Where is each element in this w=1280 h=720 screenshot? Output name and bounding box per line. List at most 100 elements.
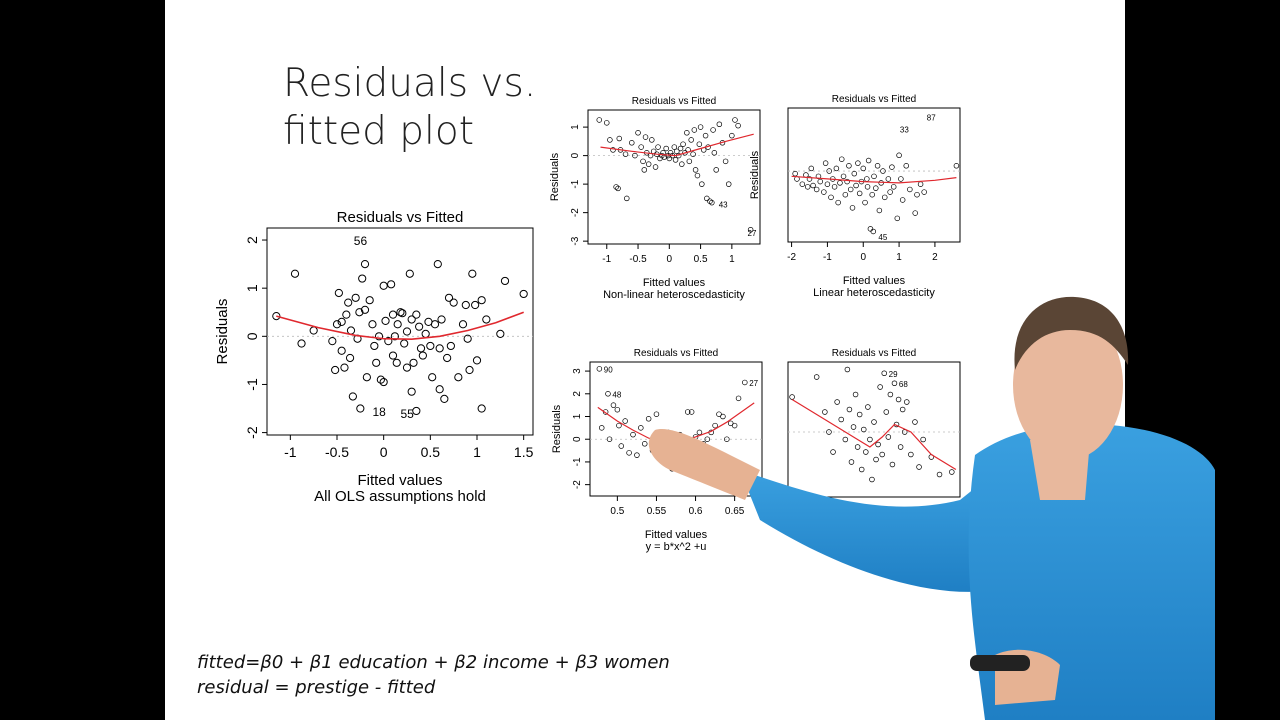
data-point bbox=[846, 163, 852, 169]
data-point bbox=[461, 300, 470, 310]
point-label: 48 bbox=[612, 390, 621, 399]
data-point bbox=[638, 144, 644, 150]
data-point bbox=[702, 132, 709, 139]
data-point bbox=[393, 320, 402, 329]
data-point bbox=[881, 370, 887, 377]
data-point bbox=[615, 185, 621, 192]
y-tick-label: -3 bbox=[570, 236, 581, 245]
x-tick-label: -1 bbox=[823, 252, 832, 263]
smooth-line bbox=[597, 402, 755, 445]
data-point bbox=[699, 181, 705, 187]
data-point bbox=[858, 466, 865, 473]
data-point bbox=[433, 260, 442, 269]
data-point bbox=[804, 184, 811, 190]
chart-subtitle: Linear heteroscedasticity bbox=[813, 287, 935, 299]
data-point bbox=[390, 332, 399, 341]
data-point bbox=[908, 451, 914, 458]
data-point bbox=[672, 157, 679, 163]
data-point bbox=[649, 447, 656, 454]
data-point bbox=[873, 456, 879, 463]
data-point bbox=[409, 358, 418, 367]
data-point bbox=[842, 436, 849, 443]
data-point bbox=[813, 186, 820, 193]
data-point bbox=[449, 298, 458, 307]
data-point bbox=[430, 320, 440, 329]
plot-frame bbox=[787, 361, 961, 498]
data-point bbox=[899, 406, 906, 413]
data-point bbox=[437, 315, 446, 324]
data-point bbox=[642, 134, 649, 140]
data-point bbox=[869, 191, 875, 198]
data-point bbox=[840, 173, 847, 180]
data-point bbox=[613, 184, 619, 190]
data-point bbox=[641, 167, 648, 173]
x-tick-label: 0 bbox=[380, 444, 388, 460]
data-point bbox=[874, 163, 881, 169]
formula-fitted: fitted=β0 + β1 education + β2 income + β… bbox=[197, 652, 670, 673]
data-point bbox=[345, 353, 355, 363]
data-point bbox=[862, 199, 868, 206]
data-point bbox=[634, 452, 640, 458]
data-point bbox=[607, 137, 613, 143]
data-point bbox=[337, 346, 346, 355]
data-point bbox=[331, 365, 340, 375]
data-point bbox=[686, 158, 693, 165]
data-point bbox=[604, 120, 610, 126]
data-point bbox=[640, 158, 646, 165]
smooth-line bbox=[600, 133, 754, 157]
y-tick-label: 1 bbox=[572, 413, 583, 419]
data-point bbox=[863, 449, 869, 455]
data-point bbox=[652, 164, 659, 170]
x-tick-label: -0.5 bbox=[629, 254, 647, 265]
data-point bbox=[831, 184, 838, 190]
data-point bbox=[838, 416, 844, 423]
data-point bbox=[916, 464, 922, 470]
data-point bbox=[626, 450, 632, 456]
y-axis-label: Residuals bbox=[551, 404, 563, 453]
point-label: 29 bbox=[889, 370, 898, 379]
data-point bbox=[824, 181, 831, 187]
slide: Residuals vs. fitted plot fitted=β0 + β1… bbox=[165, 0, 1125, 720]
data-point bbox=[348, 392, 357, 401]
data-point bbox=[379, 377, 388, 387]
data-point bbox=[412, 310, 421, 319]
x-tick-label: 1 bbox=[473, 444, 481, 460]
data-point bbox=[822, 160, 829, 166]
point-label: 90 bbox=[604, 365, 613, 374]
x-axis-label: Fitted values bbox=[357, 472, 442, 489]
data-point bbox=[426, 341, 435, 351]
data-point bbox=[645, 416, 652, 422]
data-point bbox=[440, 394, 449, 403]
x-tick-label: 0.5 bbox=[694, 254, 708, 265]
slide-title: Residuals vs. fitted plot bbox=[283, 60, 536, 156]
data-point bbox=[680, 141, 686, 147]
plot-frame bbox=[266, 227, 534, 436]
y-tick-label: -1 bbox=[572, 457, 583, 466]
data-point bbox=[697, 124, 704, 130]
slide-title-line-1: Residuals vs. bbox=[283, 61, 537, 106]
data-point bbox=[747, 226, 754, 233]
data-point bbox=[850, 424, 857, 430]
data-point bbox=[669, 465, 675, 472]
data-point bbox=[454, 373, 463, 382]
data-point bbox=[624, 195, 630, 202]
data-point bbox=[337, 317, 346, 326]
data-point bbox=[876, 207, 883, 214]
y-tick-label: -2 bbox=[570, 208, 581, 217]
x-tick-label: -1 bbox=[602, 254, 611, 265]
data-point bbox=[376, 375, 385, 384]
data-point bbox=[856, 411, 863, 418]
data-point bbox=[883, 409, 890, 415]
data-point bbox=[889, 461, 896, 468]
data-point bbox=[847, 186, 854, 193]
smooth-line bbox=[791, 398, 957, 471]
data-point bbox=[334, 288, 343, 298]
data-point bbox=[731, 422, 738, 429]
y-axis-label: Residuals bbox=[214, 299, 231, 365]
data-point bbox=[690, 151, 696, 157]
data-point bbox=[691, 127, 698, 133]
data-point bbox=[618, 443, 625, 449]
data-point bbox=[867, 436, 873, 443]
data-point bbox=[789, 394, 795, 400]
point-label: 18 bbox=[372, 405, 386, 419]
